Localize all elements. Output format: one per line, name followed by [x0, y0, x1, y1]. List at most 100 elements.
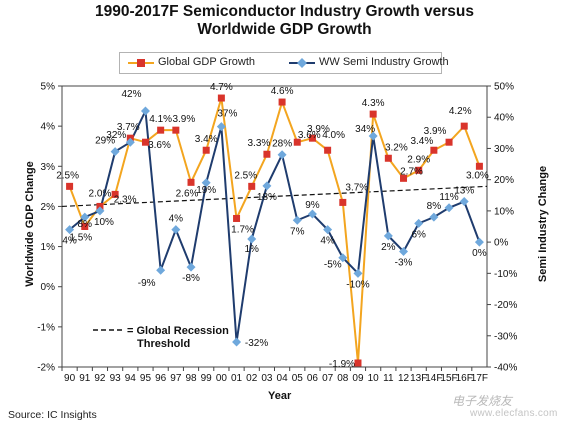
gdp-data-label: 3.2%	[385, 142, 408, 153]
semi-data-label: 1%	[245, 244, 260, 255]
semi-data-label: -5%	[324, 260, 342, 271]
semi-data-label: 8%	[427, 201, 442, 212]
legend-semi-marker	[297, 58, 307, 68]
gdp-data-label: 2.3%	[114, 194, 137, 205]
gdp-data-label: 2.7%	[400, 166, 423, 177]
x-tick-label: 14F	[425, 373, 442, 384]
semi-data-label: -10%	[346, 279, 369, 290]
x-tick-label: 00	[216, 373, 228, 384]
semi-point	[399, 246, 409, 256]
gdp-data-label: 2.5%	[234, 170, 257, 181]
y-axis-left-title: Worldwide GDP Change	[24, 161, 36, 287]
gdp-data-label: 4.3%	[362, 98, 385, 109]
gdp-data-label: 4.0%	[322, 130, 345, 141]
gdp-point	[339, 198, 347, 206]
semi-point	[474, 237, 484, 247]
gdp-point	[263, 150, 271, 158]
threshold-label-line1: = Global Recession	[127, 325, 229, 337]
gdp-data-label: 3.0%	[466, 170, 489, 181]
x-tick-label: 08	[337, 373, 349, 384]
gdp-point	[384, 154, 392, 162]
gdp-point	[445, 138, 453, 146]
semi-point	[429, 212, 439, 222]
chart-legend: Global GDP Growth WW Semi Industry Growt…	[119, 52, 449, 74]
semi-data-label: -9%	[138, 278, 156, 289]
gdp-point	[202, 146, 210, 154]
recession-threshold-line	[61, 185, 488, 208]
gdp-point	[324, 146, 332, 154]
gdp-point	[66, 182, 74, 190]
x-tick-label: 90	[64, 373, 76, 384]
title-line-1: 1990-2017F Semiconductor Industry Growth…	[94, 3, 474, 20]
x-tick-label: 15F	[440, 373, 457, 384]
gdp-data-label: 2.6%	[176, 188, 199, 199]
x-tick-label: 12	[398, 373, 410, 384]
threshold-label-line2: Threshold	[137, 338, 190, 350]
semi-data-label: 0%	[472, 248, 487, 259]
semi-point	[323, 225, 333, 235]
semi-point	[444, 203, 454, 213]
gdp-point	[400, 174, 408, 182]
semi-point	[353, 268, 363, 278]
x-tick-label: 97	[170, 373, 182, 384]
x-tick-label: 94	[125, 373, 137, 384]
gdp-data-label: 3.6%	[298, 130, 321, 141]
y-right-tick-label: -20%	[494, 300, 517, 311]
y-right-tick-label: 50%	[494, 82, 514, 93]
y-right-tick-label: 40%	[494, 113, 514, 124]
x-tick-label: 06	[307, 373, 319, 384]
gdp-point	[354, 359, 362, 367]
semi-data-label: 42%	[121, 89, 141, 100]
semi-series-line	[68, 107, 481, 343]
gdp-data-label: 4.2%	[449, 106, 472, 117]
semi-point	[171, 225, 181, 235]
gdp-data-label: 3.9%	[307, 124, 330, 135]
legend-gdp-marker	[137, 59, 145, 67]
y-right-tick-label: 10%	[494, 206, 514, 217]
semi-point	[186, 262, 196, 272]
x-tick-label: 07	[322, 373, 334, 384]
gdp-point	[430, 146, 438, 154]
semi-point	[292, 215, 302, 225]
legend-label-semi: WW Semi Industry Growth	[319, 56, 449, 68]
semi-point	[140, 106, 150, 116]
x-axis-title: Year	[268, 390, 292, 402]
semi-data-label: 19%	[196, 185, 216, 196]
y-right-tick-label: 30%	[494, 144, 514, 155]
semi-data-label: 18%	[257, 192, 277, 203]
semi-point	[216, 122, 226, 132]
legend-markers	[128, 58, 315, 68]
gdp-point	[187, 178, 195, 186]
semi-point	[156, 265, 166, 275]
semi-data-label: -8%	[182, 273, 200, 284]
semi-data-label: 4%	[320, 236, 335, 247]
semi-data-label: 9%	[305, 200, 320, 211]
semi-data-label: 4%	[62, 236, 77, 247]
legend-label-gdp: Global GDP Growth	[158, 56, 256, 68]
semi-point	[232, 337, 242, 347]
gdp-point	[278, 98, 286, 106]
semi-point	[277, 150, 287, 160]
x-tick-label: 91	[79, 373, 91, 384]
gdp-point	[460, 122, 468, 130]
gdp-data-label: 4.1%	[149, 114, 172, 125]
gdp-point	[475, 162, 483, 170]
gdp-data-label: 1.7%	[231, 224, 254, 235]
semi-data-label: 7%	[290, 226, 305, 237]
semi-data-label: 2%	[381, 242, 396, 253]
gdp-point	[217, 94, 225, 102]
semi-point	[201, 178, 211, 188]
gdp-point	[415, 166, 423, 174]
semi-point	[414, 218, 424, 228]
y-left-tick-label: 4%	[41, 122, 56, 133]
x-tick-label: 96	[155, 373, 167, 384]
gdp-data-label: 3.7%	[345, 182, 368, 193]
x-tick-label: 10	[368, 373, 380, 384]
semi-point	[459, 197, 469, 207]
x-tick-label: 95	[140, 373, 152, 384]
x-tick-label: 98	[185, 373, 197, 384]
gdp-data-label: 4.6%	[271, 86, 294, 97]
gdp-data-label: 4.7%	[210, 82, 233, 93]
x-tick-label: 13F	[410, 373, 427, 384]
